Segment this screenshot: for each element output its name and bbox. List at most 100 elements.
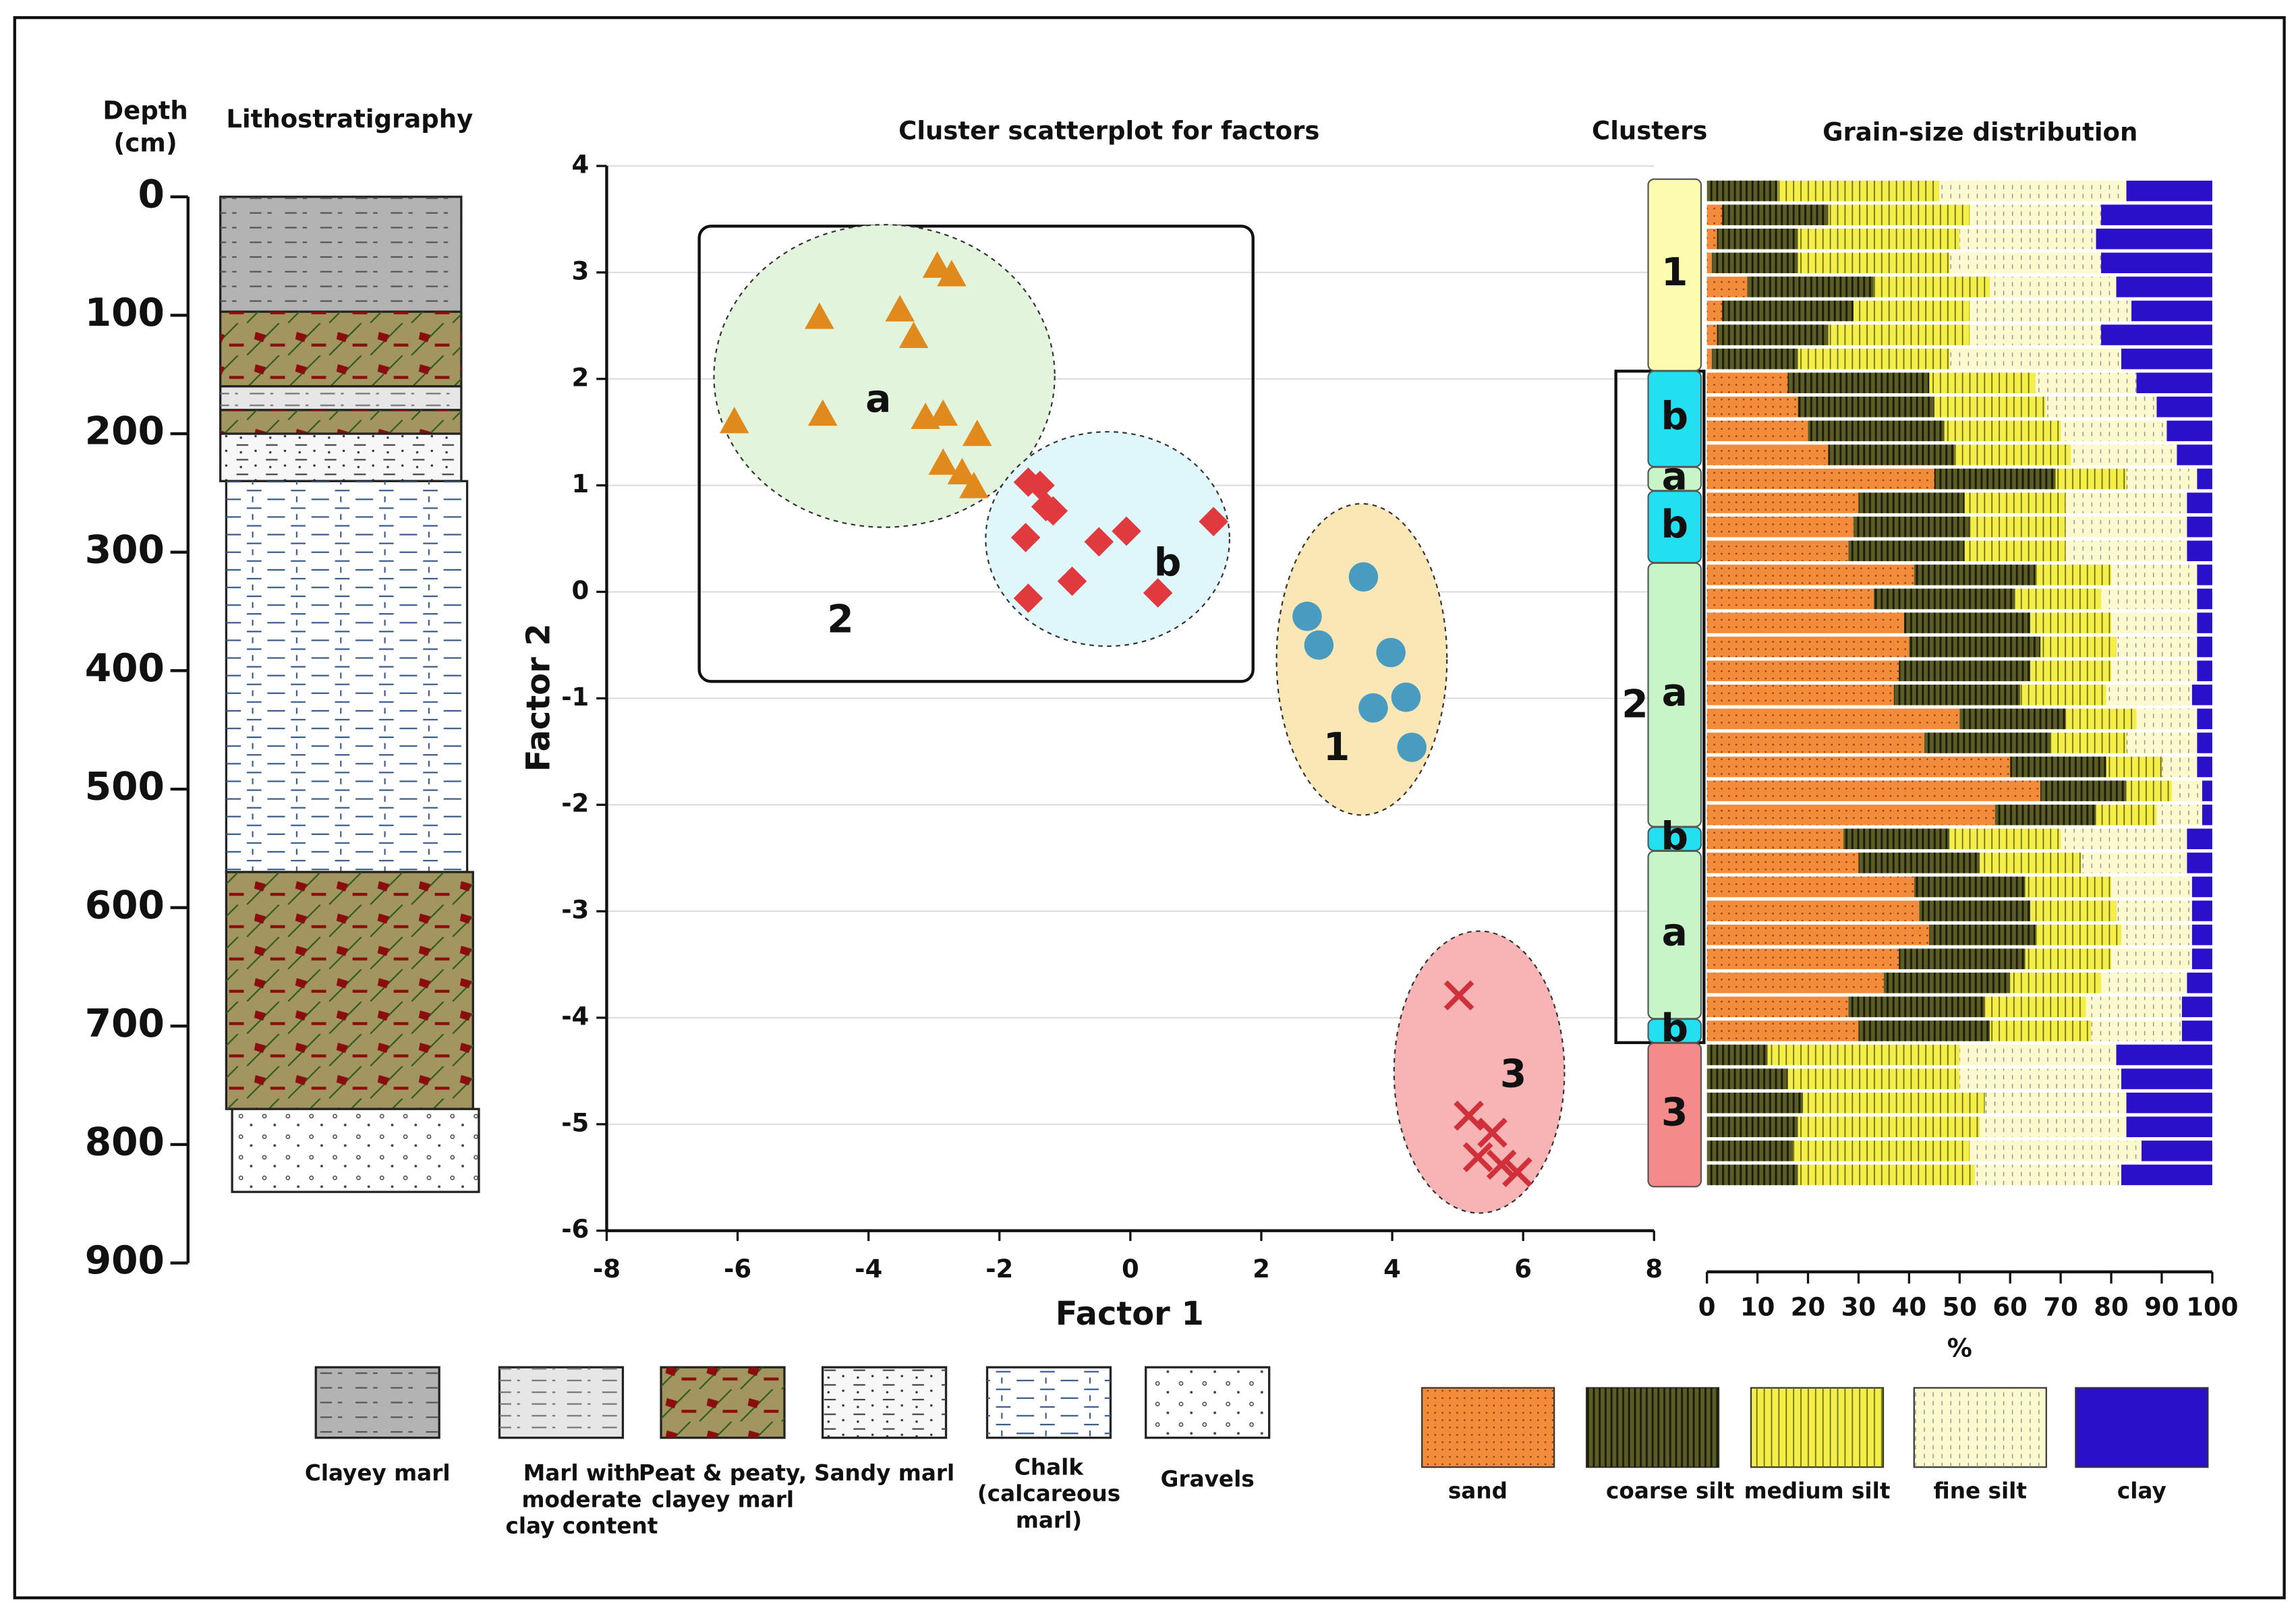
- cluster-ellipse: [1393, 930, 1566, 1214]
- bar-texture: [1919, 900, 2031, 921]
- bar-texture: [1722, 300, 1854, 322]
- point: [1391, 683, 1421, 712]
- y-tick-label: 200: [85, 409, 165, 454]
- bar-texture: [2111, 876, 2192, 898]
- bar-texture: [1798, 397, 1934, 417]
- bar-texture: [1706, 324, 1717, 345]
- bar-texture: [2096, 804, 2157, 826]
- bar-texture: [1706, 372, 1788, 393]
- bar-texture: [1959, 708, 2066, 730]
- bar-texture: [1706, 948, 1899, 969]
- bar-texture: [1706, 1116, 1798, 1138]
- bar-texture: [2040, 780, 2127, 801]
- bar-texture: [1873, 588, 2015, 610]
- label: Clayey marl: [305, 1460, 451, 1486]
- bar-texture: [2197, 588, 2212, 610]
- point: [1486, 1149, 1517, 1180]
- bar-texture: [2030, 612, 2112, 633]
- bar-texture: [2197, 708, 2212, 730]
- bar-texture: [1964, 492, 2066, 513]
- bar-texture: [1706, 708, 1960, 730]
- bar-texture: [2136, 708, 2198, 730]
- bar-texture: [2197, 468, 2212, 490]
- cluster-box: [1647, 1042, 1702, 1188]
- point: [898, 321, 929, 349]
- bar-texture: [2181, 1020, 2212, 1041]
- bar-texture: [2171, 780, 2202, 801]
- x-tick-label: 6: [1514, 1255, 1532, 1284]
- y-tick-label: 900: [85, 1238, 165, 1283]
- bar-texture: [1848, 996, 1985, 1018]
- bar-texture: [2197, 565, 2212, 585]
- bar-texture: [1924, 732, 2051, 753]
- bar-texture: [1706, 588, 1874, 610]
- x-tick-label: 100: [2186, 1293, 2238, 1322]
- bar-texture: [2061, 420, 2167, 442]
- bar-texture: [1944, 420, 2061, 442]
- bar-texture: [1929, 372, 2036, 393]
- label: Depth (cm): [103, 96, 188, 157]
- bar-texture: [1899, 660, 2031, 681]
- bar-texture: [1980, 1116, 2127, 1138]
- y-tick-label: -4: [561, 1002, 589, 1031]
- cluster-ellipse: [1275, 502, 1448, 816]
- point: [1057, 566, 1087, 596]
- bar-texture: [1883, 973, 2011, 993]
- layer-texture: [226, 481, 467, 872]
- y-tick-label: 2: [572, 363, 590, 392]
- x-tick-label: 2: [1253, 1255, 1270, 1284]
- bar-texture: [1706, 732, 1924, 753]
- bar-texture: [1954, 444, 2071, 465]
- bar-texture: [1974, 1164, 2122, 1186]
- bar-texture: [1706, 636, 1910, 658]
- bar-texture: [1858, 1020, 1990, 1041]
- bar-texture: [2126, 1092, 2212, 1114]
- y-tick-label: 1: [572, 469, 590, 498]
- point: [1462, 1142, 1493, 1173]
- bar-texture: [1706, 660, 1899, 681]
- bar-texture: [1914, 876, 2026, 898]
- legend-texture: [1145, 1367, 1269, 1438]
- legend-label: medium silt: [1744, 1478, 1891, 1503]
- bar-texture: [1706, 444, 1829, 465]
- legend-label: clay: [2117, 1478, 2166, 1503]
- bar-texture: [2040, 636, 2117, 658]
- bar-texture: [2202, 804, 2212, 826]
- cluster-label: 3: [1661, 1091, 1688, 1135]
- bar-texture: [2197, 756, 2212, 778]
- bar-texture: [1706, 996, 1849, 1018]
- bar-texture: [1934, 468, 2056, 490]
- label-line: (cm): [113, 128, 177, 157]
- x-tick-label: 90: [2144, 1293, 2179, 1322]
- bar-texture: [2126, 780, 2172, 801]
- bar-texture: [2197, 732, 2212, 753]
- bar-texture: [2197, 612, 2212, 633]
- bar-texture: [1706, 1044, 1768, 1066]
- bar-texture: [2030, 660, 2112, 681]
- annotation: 3: [1500, 1051, 1526, 1096]
- y-tick-label: 600: [85, 883, 165, 927]
- bar-texture: [1798, 1116, 1980, 1138]
- bar-texture: [1706, 685, 1894, 705]
- x-axis-label: %: [1947, 1334, 1972, 1363]
- y-tick-label: -5: [561, 1108, 589, 1137]
- layer-texture: [220, 196, 461, 312]
- bar-texture: [1706, 468, 1934, 490]
- bar-texture: [1787, 372, 1930, 393]
- bar-texture: [2166, 420, 2212, 442]
- bar-texture: [1706, 1141, 1793, 1161]
- bar-texture: [1843, 828, 1950, 850]
- x-tick-label: -8: [593, 1255, 621, 1284]
- label-line: Clayey marl: [305, 1460, 451, 1486]
- bar-texture: [1949, 252, 2102, 274]
- layer-texture: [220, 386, 461, 410]
- bar-texture: [2156, 804, 2202, 826]
- bar-texture: [1893, 685, 2021, 705]
- bar-texture: [2121, 348, 2212, 370]
- label-line: Depth: [103, 96, 188, 125]
- bar-texture: [1706, 180, 1778, 202]
- point: [1304, 630, 1334, 660]
- point: [1348, 562, 1379, 592]
- bar-texture: [2111, 565, 2198, 585]
- bar-texture: [2050, 732, 2127, 753]
